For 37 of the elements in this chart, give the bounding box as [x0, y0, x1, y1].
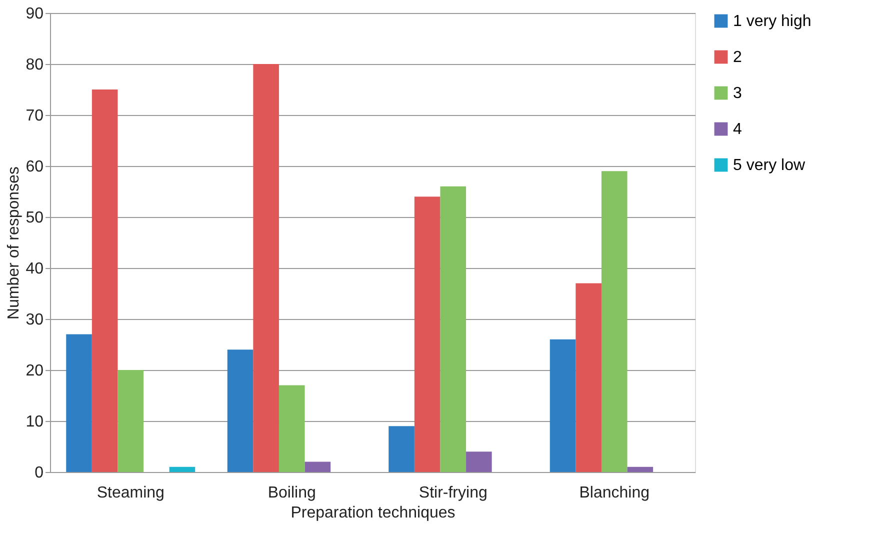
legend-label: 2 [733, 49, 742, 66]
bar [440, 186, 466, 472]
y-tick-label: 60 [26, 158, 44, 176]
bar [278, 385, 305, 472]
bar [466, 452, 492, 472]
bar [601, 171, 628, 472]
legend-label: 3 [733, 85, 742, 102]
x-tick-label: Blanching [579, 484, 650, 502]
bar [92, 90, 118, 472]
legend-label: 5 very low [733, 157, 806, 174]
bar [169, 466, 196, 472]
y-tick-label: 0 [34, 464, 44, 482]
y-tick-label: 30 [26, 312, 44, 328]
bar [253, 64, 279, 472]
bar [227, 350, 254, 472]
y-tick-label: 50 [26, 210, 44, 226]
bar [576, 283, 602, 472]
bar [66, 334, 92, 472]
y-tick-label: 10 [26, 414, 44, 430]
y-tick-label: 90 [26, 6, 44, 22]
y-axis-title: Number of responses [6, 166, 23, 320]
y-tick-label: 20 [26, 362, 44, 380]
x-axis-title: Preparation techniques [290, 504, 456, 522]
bar [627, 466, 654, 472]
bar [550, 339, 576, 472]
y-tick-label: 70 [26, 108, 44, 124]
x-tick-label: Stir-frying [418, 484, 488, 502]
bar [304, 462, 331, 472]
bar [388, 426, 414, 472]
y-tick-label: 40 [26, 260, 44, 278]
x-tick-label: Boiling [268, 484, 316, 502]
x-tick-label: Steaming [96, 484, 164, 502]
legend-label: 4 [733, 121, 742, 138]
legend-label: 1 very high [733, 13, 812, 30]
bar [414, 196, 440, 472]
y-tick-label: 80 [26, 56, 44, 74]
bar [118, 370, 144, 472]
